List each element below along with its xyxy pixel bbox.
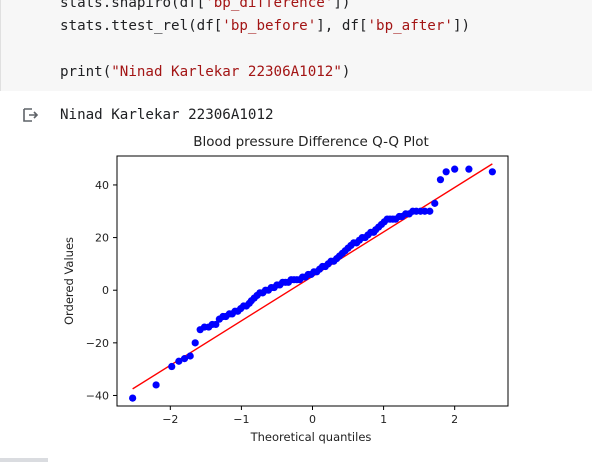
y-tick-label: 0 [102, 284, 109, 297]
data-point [442, 168, 450, 176]
x-axis-label: Theoretical quantiles [250, 430, 372, 444]
data-point [175, 357, 183, 365]
data-point [488, 168, 496, 176]
output-text: Ninad Karlekar 22306A1012 [60, 107, 274, 123]
code-line-3: print("Ninad Karlekar 22306A1012") [60, 64, 351, 80]
code-line-1: stats.shapiro(df['bp_difference']) [60, 0, 351, 11]
output-arrow-icon[interactable] [20, 105, 40, 125]
y-axis: −40 −20 0 20 40 [86, 179, 117, 402]
y-tick-label: 40 [95, 179, 109, 192]
data-point [421, 207, 429, 215]
y-tick-label: −20 [86, 337, 109, 350]
x-tick-label: 1 [380, 413, 387, 426]
x-tick-label: −1 [233, 413, 249, 426]
y-axis-label: Ordered Values [62, 237, 76, 325]
data-point [191, 339, 199, 347]
data-point [465, 165, 473, 173]
plot-area [116, 155, 509, 407]
data-point [436, 176, 445, 184]
bottom-edge [0, 458, 48, 462]
chart-title: Blood pressure Difference Q-Q Plot [193, 134, 429, 150]
y-tick-label: −40 [86, 389, 109, 402]
code-line-2: stats.ttest_rel(df['bp_before'], df['bp_… [60, 18, 471, 34]
cell-gutter [0, 0, 1, 91]
data-points [129, 165, 496, 402]
data-point [168, 362, 176, 371]
code-cell[interactable]: stats.shapiro(df['bp_difference']) stats… [0, 0, 592, 91]
data-point [451, 165, 459, 173]
data-point [426, 207, 434, 215]
x-tick-label: −2 [162, 413, 178, 426]
x-axis: −2 −1 0 1 2 [162, 406, 458, 426]
data-point [180, 355, 189, 363]
data-point [186, 352, 194, 360]
y-tick-label: 20 [95, 232, 109, 245]
x-tick-label: 2 [451, 413, 458, 426]
data-point [212, 320, 220, 329]
data-point [431, 199, 439, 207]
x-tick-label: 0 [309, 413, 316, 426]
data-point [152, 381, 160, 389]
data-point [129, 394, 137, 402]
